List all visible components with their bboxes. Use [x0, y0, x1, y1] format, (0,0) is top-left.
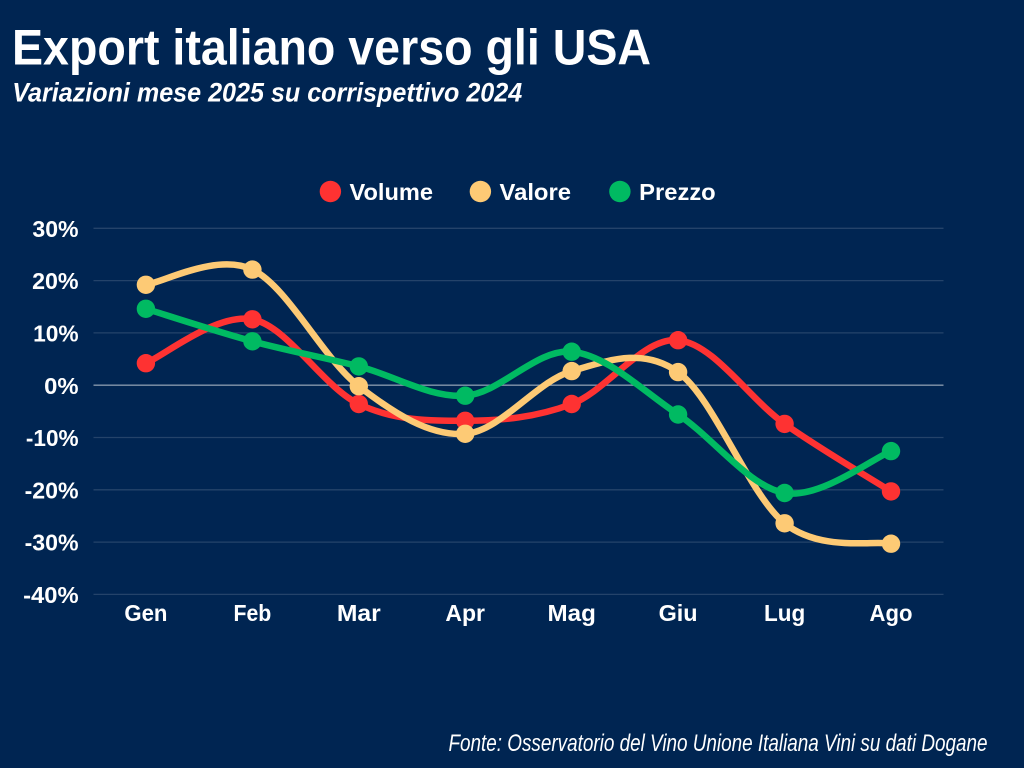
svg-text:Variazioni mese 2025 su corris: Variazioni mese 2025 su corrispettivo 20…: [12, 77, 522, 107]
svg-text:Apr: Apr: [445, 600, 485, 626]
svg-text:Gen: Gen: [124, 600, 167, 626]
svg-text:-30%: -30%: [25, 530, 79, 556]
svg-text:-10%: -10%: [26, 425, 79, 451]
svg-text:Volume: Volume: [350, 179, 434, 205]
svg-text:Export italiano verso gli USA: Export italiano verso gli USA: [12, 19, 651, 76]
svg-text:-40%: -40%: [23, 582, 79, 608]
svg-text:Mar: Mar: [337, 600, 381, 626]
svg-text:Feb: Feb: [234, 600, 272, 626]
svg-text:Giu: Giu: [659, 600, 698, 626]
svg-text:20%: 20%: [32, 268, 79, 294]
svg-text:Fonte: Osservatorio del Vino U: Fonte: Osservatorio del Vino Unione Ital…: [449, 730, 988, 757]
svg-text:30%: 30%: [32, 216, 78, 242]
svg-text:Ago: Ago: [870, 600, 913, 626]
svg-text:Valore: Valore: [500, 179, 572, 205]
svg-text:Prezzo: Prezzo: [639, 179, 716, 205]
svg-text:-20%: -20%: [25, 477, 79, 503]
svg-text:0%: 0%: [44, 373, 79, 399]
svg-text:Lug: Lug: [764, 600, 805, 626]
svg-text:Mag: Mag: [548, 600, 596, 626]
svg-text:10%: 10%: [33, 321, 79, 347]
